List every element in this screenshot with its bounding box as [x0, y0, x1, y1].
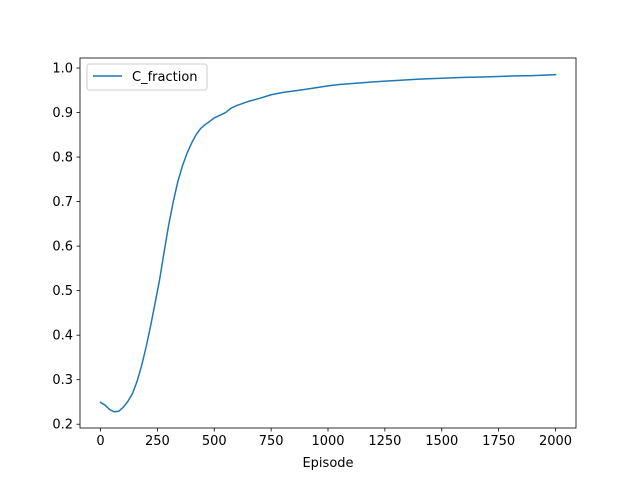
series-line-0	[99, 73, 557, 413]
y-axis: 0.2 0.3 0.4 0.5 0.6 0.7 0.8 0.9 1.0	[52, 62, 80, 433]
x-tick-label: 1750	[482, 434, 515, 449]
y-tick-label: 0.6	[52, 240, 73, 255]
y-tick-label: 0.2	[52, 418, 73, 433]
y-tick-label: 0.7	[52, 195, 73, 210]
legend: C_fraction	[86, 63, 208, 91]
x-tick-label: 750	[259, 434, 284, 449]
x-tick-label: 1250	[368, 434, 401, 449]
x-tick-label: 250	[145, 434, 170, 449]
y-tick-label: 0.9	[52, 106, 73, 121]
x-axis: 0 250 500 750 1000 1250 1500 1750 2000	[96, 428, 572, 449]
y-tick-label: 0.3	[52, 373, 73, 388]
x-tick-label: 1500	[425, 434, 458, 449]
y-tick-label: 0.8	[52, 151, 73, 166]
y-tick-label: 1.0	[52, 62, 73, 77]
x-tick-label: 1000	[311, 434, 344, 449]
series-layer	[99, 73, 557, 413]
y-tick-label: 0.4	[52, 329, 73, 344]
x-tick-label: 0	[96, 434, 104, 449]
x-axis-label: Episode	[302, 456, 353, 471]
x-tick-label: 500	[202, 434, 227, 449]
y-tick-label: 0.5	[52, 284, 73, 299]
legend-box	[86, 63, 208, 91]
x-tick-label: 2000	[539, 434, 572, 449]
legend-label: C_fraction	[132, 70, 198, 85]
